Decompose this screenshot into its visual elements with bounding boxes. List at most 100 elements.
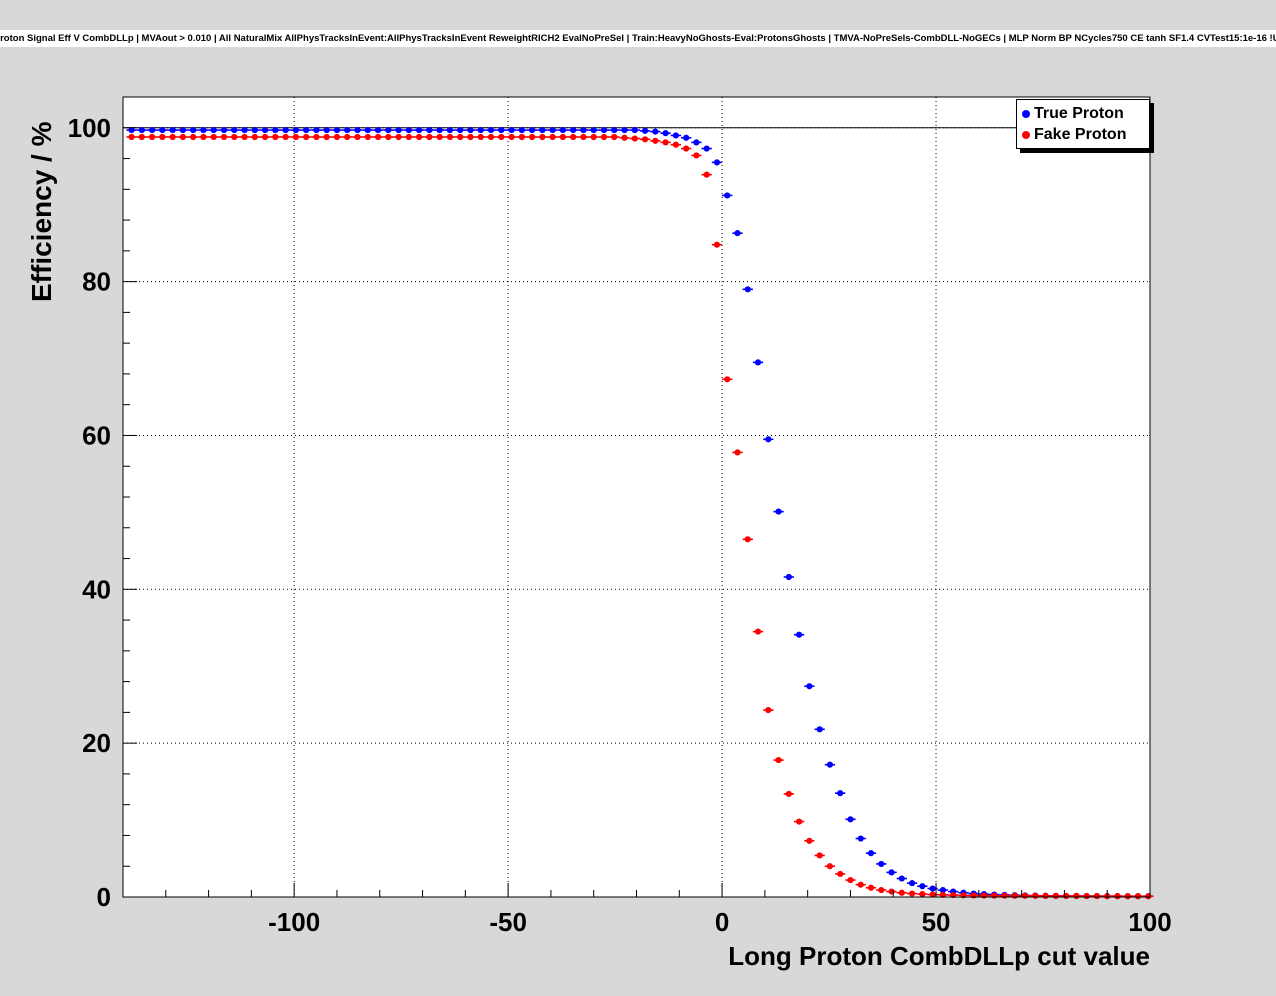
data-point xyxy=(672,141,679,148)
data-point xyxy=(837,790,844,797)
data-point xyxy=(693,152,700,159)
plot-title: Long Proton Signal Eff V CombDLLp | MVAo… xyxy=(0,33,1276,44)
data-point xyxy=(487,133,495,141)
data-point xyxy=(528,126,536,134)
data-point xyxy=(621,126,628,134)
data-point xyxy=(796,631,803,638)
y-tick-label: 0 xyxy=(97,882,111,912)
data-point xyxy=(775,508,782,515)
data-point xyxy=(580,126,587,134)
data-point xyxy=(1032,892,1039,899)
y-tick-label: 40 xyxy=(82,574,111,604)
data-point xyxy=(457,133,464,141)
data-point xyxy=(261,126,269,134)
data-point xyxy=(631,126,638,134)
data-point xyxy=(662,139,669,146)
data-point xyxy=(282,126,289,134)
data-point xyxy=(446,133,454,141)
data-point xyxy=(148,126,156,134)
data-point xyxy=(754,628,762,635)
data-point xyxy=(518,133,525,141)
data-point xyxy=(703,145,710,152)
data-point xyxy=(179,126,187,134)
data-point xyxy=(313,133,320,141)
data-point xyxy=(405,126,412,134)
y-tick-label: 60 xyxy=(82,420,111,450)
data-point xyxy=(600,133,608,141)
series-fake-proton xyxy=(126,133,1154,900)
tick-labels: -100 -50 0 50 100 0 20 40 60 80 100 xyxy=(68,113,1172,937)
data-point xyxy=(467,126,474,134)
data-point xyxy=(631,135,638,142)
data-point xyxy=(559,126,566,134)
data-point xyxy=(549,133,556,141)
data-point xyxy=(939,891,946,898)
data-point xyxy=(395,126,402,134)
data-point xyxy=(621,134,628,141)
data-point xyxy=(734,449,741,456)
data-point xyxy=(724,192,731,199)
data-point xyxy=(765,706,772,714)
data-point xyxy=(426,126,433,134)
x-tick-label: -100 xyxy=(268,907,320,937)
data-point xyxy=(508,126,515,134)
x-tick-label: 100 xyxy=(1128,907,1171,937)
data-point xyxy=(1134,893,1142,900)
data-point xyxy=(190,133,197,141)
data-point xyxy=(970,892,977,899)
data-point xyxy=(416,133,423,141)
data-point xyxy=(734,230,741,237)
data-point xyxy=(200,133,207,141)
data-point xyxy=(703,171,710,178)
data-point xyxy=(477,126,484,134)
data-point xyxy=(672,132,679,139)
data-point xyxy=(436,126,443,134)
data-point xyxy=(806,683,813,690)
data-point xyxy=(210,133,217,141)
data-point xyxy=(580,133,587,141)
data-point xyxy=(364,133,371,141)
data-point xyxy=(1093,892,1101,900)
data-point xyxy=(210,126,217,134)
data-point xyxy=(333,126,341,134)
data-point xyxy=(919,883,926,890)
data-point xyxy=(385,133,392,141)
data-point xyxy=(395,133,402,141)
data-point xyxy=(261,133,269,141)
data-point xyxy=(498,133,505,141)
data-point xyxy=(785,573,792,581)
data-point xyxy=(323,133,330,141)
data-point xyxy=(683,134,690,141)
axis-ticks xyxy=(123,127,1151,898)
data-point xyxy=(908,880,916,887)
data-point xyxy=(303,133,310,141)
data-point xyxy=(220,133,228,141)
y-tick-label: 80 xyxy=(82,267,111,297)
y-tick-label: 100 xyxy=(68,113,111,143)
data-point xyxy=(662,130,669,137)
x-tick-label: 50 xyxy=(922,907,951,937)
data-point xyxy=(169,133,176,141)
data-point xyxy=(241,133,248,141)
data-point xyxy=(251,133,258,141)
data-point xyxy=(744,536,751,543)
data-point xyxy=(826,761,834,768)
data-point xyxy=(1052,892,1059,900)
data-point xyxy=(867,884,875,891)
data-point xyxy=(867,850,875,857)
data-point xyxy=(416,126,423,134)
data-point xyxy=(816,852,823,859)
data-point xyxy=(908,890,916,897)
data-point xyxy=(919,890,926,898)
data-point xyxy=(693,139,700,146)
data-point xyxy=(374,133,382,141)
data-point xyxy=(138,126,145,134)
data-point xyxy=(344,133,351,141)
data-point xyxy=(857,881,864,888)
data-point xyxy=(765,436,772,443)
legend-label: True Proton xyxy=(1034,104,1124,122)
data-point xyxy=(713,241,721,248)
data-point xyxy=(272,133,279,141)
